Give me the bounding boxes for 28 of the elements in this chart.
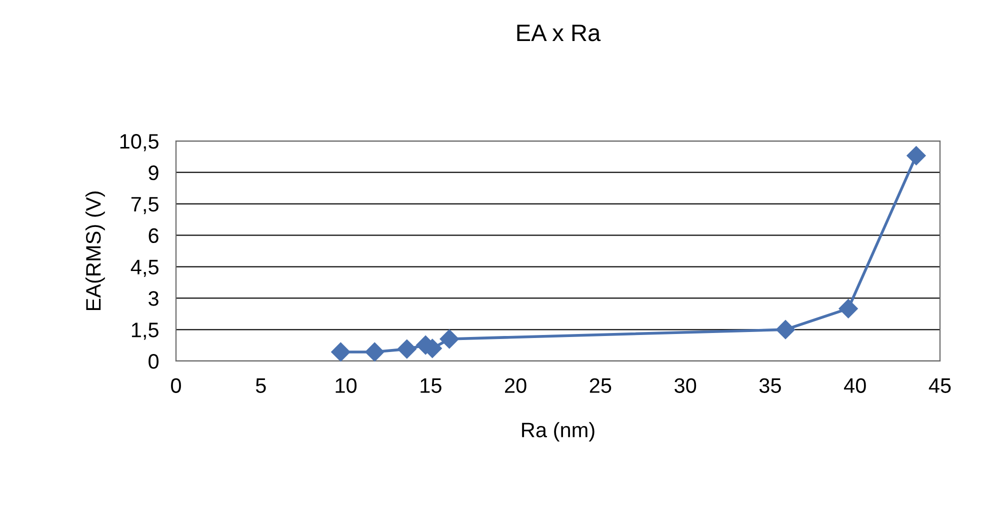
y-tick-label: 9 xyxy=(148,165,158,180)
point xyxy=(906,146,926,166)
point xyxy=(397,340,416,359)
y-tick-label: 3 xyxy=(148,291,158,306)
point xyxy=(776,320,796,340)
y-tick-label: 0 xyxy=(148,354,159,369)
y-tick-label: 6 xyxy=(148,228,158,244)
x-tick-label: 45 xyxy=(928,378,951,393)
x-tick-label: 0 xyxy=(171,378,181,393)
x-tick-label: 15 xyxy=(420,378,442,393)
point xyxy=(838,299,858,318)
y-tick-label: 10,5 xyxy=(120,134,158,152)
chart-title: EA x Ra xyxy=(517,24,601,42)
y-tick-label: 1,5 xyxy=(132,322,158,340)
x-axis-title: Ra (nm) xyxy=(522,422,594,442)
x-tick-label: 30 xyxy=(674,378,696,393)
x-tick-label: 40 xyxy=(844,378,866,393)
x-tick-label: 10 xyxy=(336,378,357,393)
y-tick-label: 7,5 xyxy=(131,197,158,214)
point xyxy=(331,342,350,362)
y-axis-title: EA(RMS) (V) xyxy=(85,192,105,310)
point xyxy=(365,342,384,362)
x-tick-label: 5 xyxy=(256,378,266,393)
x-tick-label: 20 xyxy=(505,378,526,393)
x-tick-label: 25 xyxy=(590,378,612,393)
x-tick-label: 35 xyxy=(759,378,781,393)
y-tick-label: 4,5 xyxy=(130,260,158,277)
point xyxy=(440,329,459,349)
